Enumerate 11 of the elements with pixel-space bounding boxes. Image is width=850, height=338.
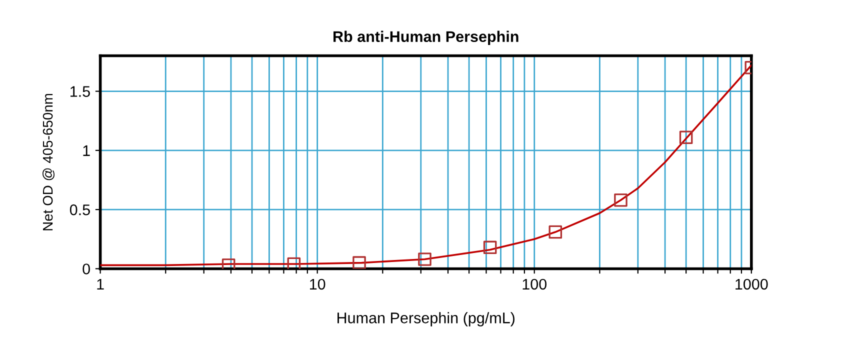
x-tick-label: 100 xyxy=(522,278,547,290)
x-tick-label: 10 xyxy=(310,278,326,290)
y-axis-title: Net OD @ 405-650nm xyxy=(42,94,54,230)
x-tick-label: 1000 xyxy=(736,278,768,290)
y-tick-label: 1 xyxy=(83,145,90,156)
y-tick-label: 0 xyxy=(82,264,90,274)
y-tick-label: 1.5 xyxy=(70,86,90,97)
x-tick-label: 1 xyxy=(97,278,104,290)
y-tick-label: 0.5 xyxy=(70,204,90,216)
x-axis-title: Human Persephin (pg/mL) xyxy=(338,312,514,326)
chart-title: Rb anti-Human Persephin xyxy=(334,30,518,46)
